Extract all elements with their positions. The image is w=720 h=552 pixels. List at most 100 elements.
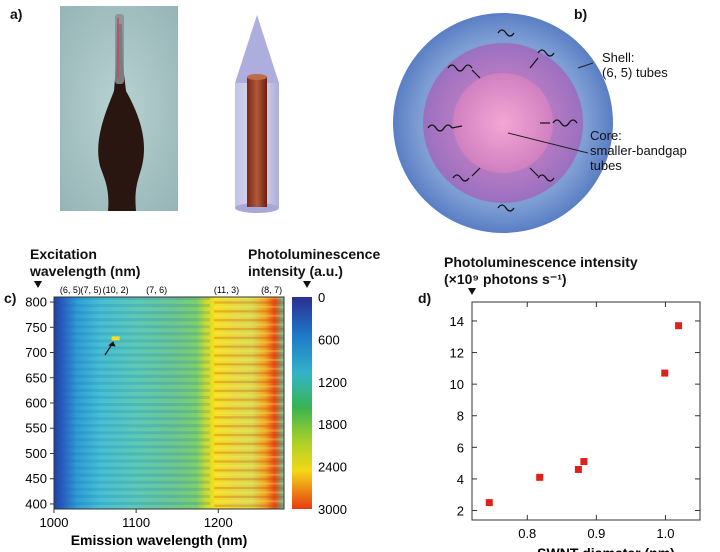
- heatmap-band: [54, 417, 211, 421]
- heatmap-band: [54, 297, 211, 301]
- scatter-y-tick-label: 10: [450, 377, 464, 392]
- heatmap-band: [54, 332, 211, 336]
- heatmap-band: [214, 310, 284, 313]
- heatmap-band: [54, 410, 211, 414]
- heatmap-y-tick-label: 450: [25, 471, 47, 486]
- heatmap-y-tick-label: 750: [25, 320, 47, 335]
- heatmap-band: [214, 500, 284, 503]
- heatmap-band: [214, 319, 284, 322]
- heatmap-band: [214, 314, 284, 317]
- scatter-y-tick-label: 6: [457, 440, 464, 455]
- scatter-frame: [471, 301, 701, 521]
- chirality-label: (6, 5): [60, 285, 81, 295]
- scatter-y-tick-label: 12: [450, 346, 464, 361]
- scatter-x-tick-label: 0.9: [587, 526, 605, 541]
- heatmap-band: [214, 425, 284, 428]
- heatmap-band: [54, 374, 211, 378]
- heatmap-y-tick-label: 400: [25, 496, 47, 511]
- heatmap-band: [54, 501, 211, 505]
- heatmap-y-tick-label: 700: [25, 345, 47, 360]
- intensity-marker-icon: [303, 281, 311, 288]
- fiber-micrograph-image: [60, 6, 178, 211]
- heatmap-band: [54, 388, 211, 392]
- heatmap-band: [54, 395, 211, 399]
- heatmap-band: [214, 433, 284, 437]
- heatmap-band: [54, 487, 211, 491]
- heatmap-band: [214, 478, 284, 481]
- heatmap-band: [214, 469, 284, 472]
- heatmap-axes: 400 450 500 550 600 650 700 750 800 1000 1100 1200 E…: [25, 281, 311, 548]
- heatmap-band: [214, 460, 284, 463]
- colorbar-tick-label: 1800: [318, 417, 347, 432]
- pl-intensity-header-line1: Photoluminescence: [248, 246, 381, 262]
- heatmap-band: [214, 376, 284, 379]
- heatmap-band: [54, 325, 211, 329]
- shell-label: Shell:: [602, 50, 635, 65]
- heatmap-plot-area: [54, 297, 284, 509]
- chirality-label: (11, 3): [214, 285, 239, 295]
- heatmap-band: [54, 304, 211, 308]
- heatmap-band: [214, 372, 284, 375]
- scatter-point: [536, 473, 544, 481]
- scatter-chart: 2 4 6 8 10 12 14 0.8 0.9 1.0 SWNT diameter (nm): [450, 288, 701, 552]
- colorbar-ticks: 0 600 1200 1800 2400 3000: [318, 290, 347, 517]
- heatmap-band: [54, 403, 211, 407]
- heatmap-band: [214, 482, 284, 485]
- core-sublabel-2: tubes: [590, 158, 622, 173]
- heatmap-band: [54, 473, 211, 477]
- heatmap-band: [214, 491, 284, 494]
- heatmap-band: [214, 305, 284, 309]
- heatmap-band: [54, 431, 211, 435]
- scatter-points: [485, 322, 683, 507]
- heatmap-band: [214, 495, 284, 498]
- shell-label-group: Shell: (6, 5) tubes: [602, 50, 668, 80]
- heatmap-band: [214, 420, 284, 423]
- panel-b-label: b): [574, 6, 588, 22]
- heatmap-band: [214, 297, 284, 300]
- scatter-point: [574, 465, 582, 473]
- heatmap-band: [214, 336, 284, 339]
- excitation-header-line2: wavelength (nm): [30, 263, 141, 279]
- scatter-x-tick-label: 1.0: [656, 526, 674, 541]
- heatmap-xlabel: Emission wavelength (nm): [71, 532, 248, 548]
- heatmap-y-tick-label: 650: [25, 370, 47, 385]
- colorbar-tick-label: 1200: [318, 375, 347, 390]
- colorbar-tick-label: 2400: [318, 460, 347, 475]
- heatmap-band: [214, 354, 284, 357]
- heatmap-band: [54, 353, 211, 357]
- heatmap-band: [54, 480, 211, 484]
- shell-sublabel: (6, 5) tubes: [602, 65, 668, 80]
- heatmap-band: [214, 416, 284, 419]
- probe-schematic-image: [235, 15, 279, 213]
- heatmap-band: [214, 403, 284, 406]
- heatmap-y-tick-label: 800: [25, 295, 47, 310]
- heatmap-band: [214, 464, 284, 468]
- heatmap-x-tick-label: 1000: [40, 515, 69, 530]
- heatmap-band: [54, 466, 211, 470]
- chirality-label: (8, 7): [261, 285, 282, 295]
- colorbar-tick-label: 0: [318, 290, 325, 305]
- heatmap-band: [54, 424, 211, 428]
- scatter-axes: 2 4 6 8 10 12 14 0.8 0.9 1.0 SWNT diameter (nm): [450, 288, 701, 552]
- excitation-header-line1: Excitation: [30, 246, 97, 262]
- heatmap-band: [214, 394, 284, 397]
- heatmap-band: [54, 438, 211, 442]
- panel-d-label: d): [418, 290, 432, 306]
- heatmap-chart: 400 450 500 550 600 650 700 750 800 1000 1100 1200 E…: [25, 281, 347, 548]
- chirality-label: (7, 6): [146, 285, 167, 295]
- heatmap-band: [214, 341, 284, 344]
- heatmap-band: [214, 350, 284, 353]
- heatmap-band: [214, 473, 284, 476]
- heatmap-band: [214, 385, 284, 388]
- scatter-point: [675, 322, 683, 330]
- heatmap-band: [54, 445, 211, 449]
- panel-d-ylabel-line1: Photoluminescence intensity: [444, 254, 638, 270]
- core-shell-diagram-image: [393, 13, 613, 233]
- heatmap-band: [214, 438, 284, 441]
- fiber-micrograph: [60, 6, 178, 211]
- heatmap-band: [54, 339, 211, 343]
- heatmap-band: [214, 345, 284, 348]
- y-axis-marker-icon: [468, 288, 476, 295]
- heatmap-x-tick-label: 1100: [122, 515, 150, 530]
- heatmap-band: [54, 346, 211, 350]
